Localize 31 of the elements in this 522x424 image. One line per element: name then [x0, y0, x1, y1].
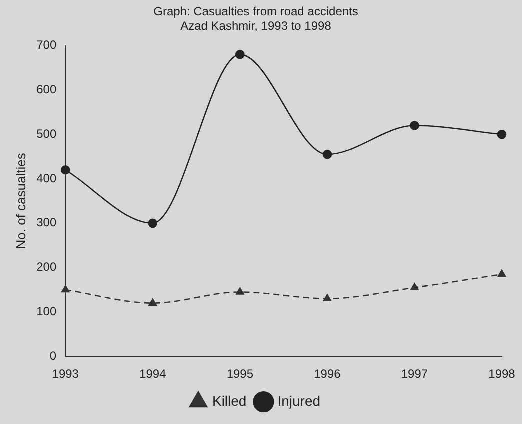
point	[148, 298, 158, 306]
x-tick-label: 1996	[314, 367, 342, 382]
y-tick-label: 600	[36, 82, 57, 97]
legend-label: Injured	[278, 392, 321, 409]
x-tick-label: 1993	[52, 367, 80, 382]
x-tick-label: 1997	[401, 367, 428, 382]
y-tick-label: 500	[36, 126, 57, 141]
point	[410, 283, 419, 290]
point	[148, 218, 158, 228]
point	[410, 121, 420, 130]
chart-title: Graph: Casualties from road accidents	[154, 4, 358, 19]
x-tick-label: 1998	[488, 367, 516, 382]
point	[60, 165, 70, 175]
y-tick-label: 700	[36, 38, 57, 52]
x-tick-label: 1994	[140, 367, 167, 382]
point	[62, 285, 70, 293]
y-tick-label: 100	[36, 304, 57, 319]
y-tick-label: 0	[50, 348, 57, 363]
y-tick-label: 400	[36, 171, 57, 186]
point	[236, 288, 244, 295]
y-axis-title: No. of casualties	[13, 152, 28, 250]
point	[498, 270, 506, 278]
y-tick-label: 200	[36, 260, 57, 274]
x-tick-label: 1995	[226, 367, 254, 382]
point	[323, 294, 332, 302]
point	[236, 50, 245, 60]
y-tick-label: 300	[36, 216, 57, 230]
point	[497, 130, 507, 140]
chart-subtitle: Azad Kashmir, 1993 to 1998	[180, 18, 332, 33]
legend-label: Killed	[212, 392, 247, 409]
point	[322, 150, 332, 160]
